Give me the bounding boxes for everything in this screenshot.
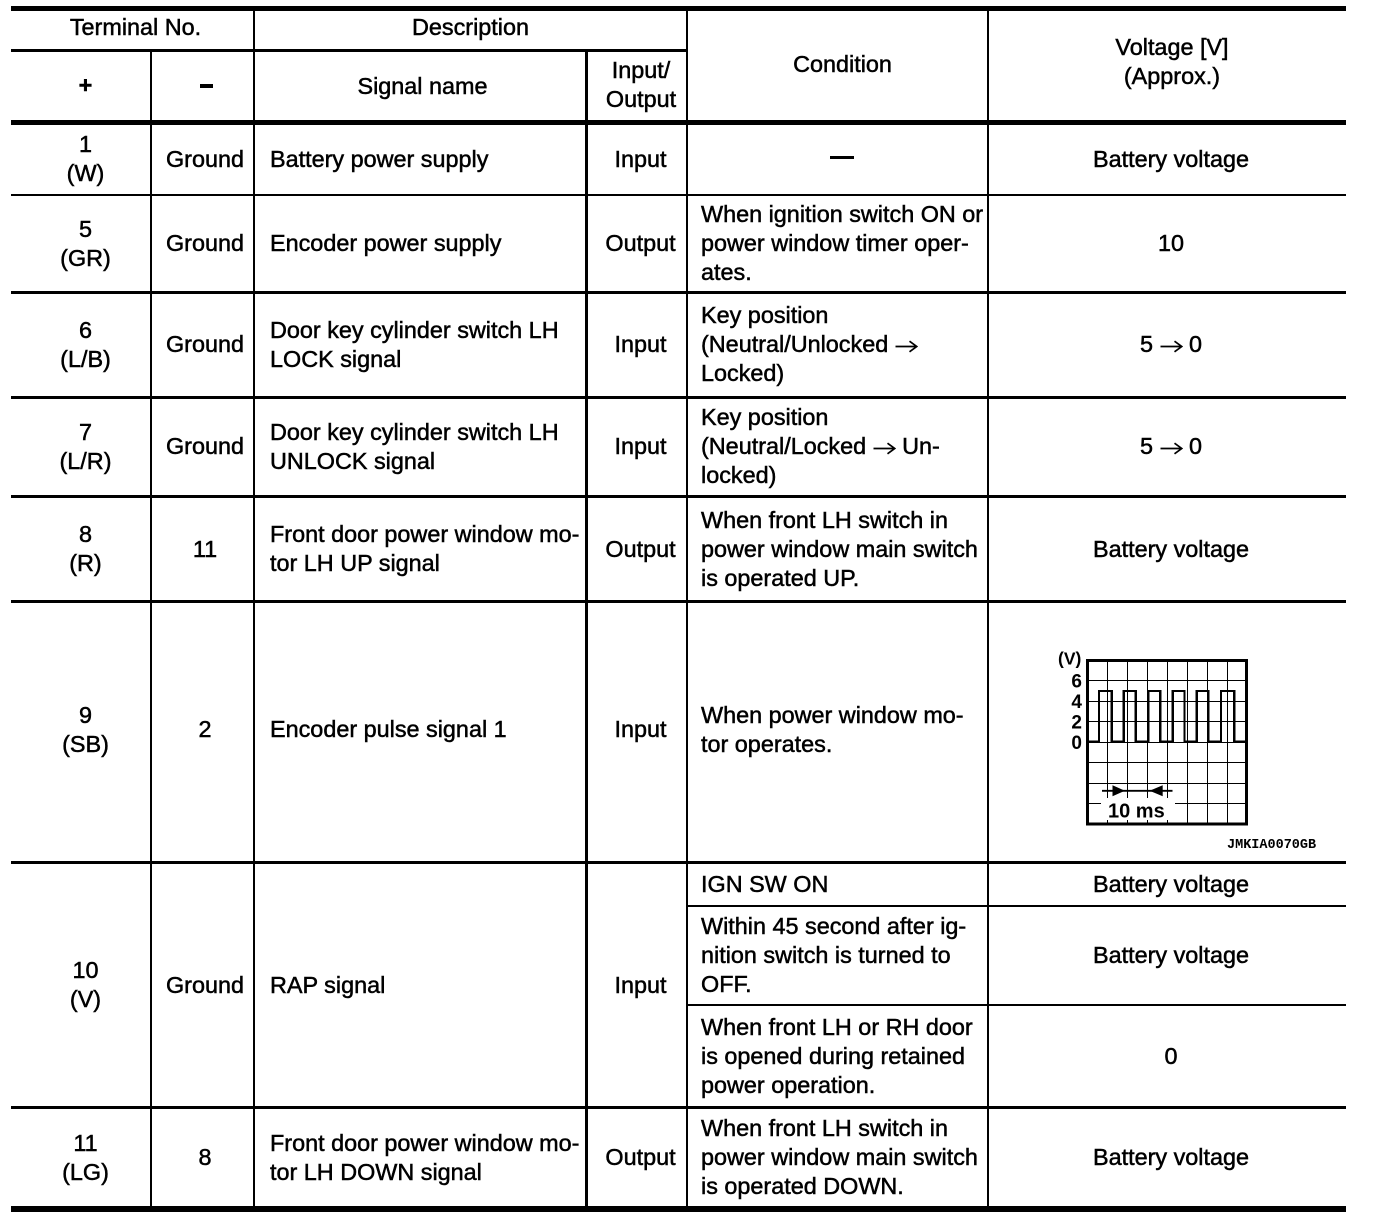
svg-text:10 ms: 10 ms: [1108, 801, 1165, 823]
svg-text:JMKIA0070GB: JMKIA0070GB: [1227, 838, 1316, 853]
svg-text:2: 2: [1071, 713, 1082, 734]
svg-text:(V): (V): [1058, 649, 1081, 669]
svg-text:4: 4: [1071, 692, 1082, 713]
svg-text:0: 0: [1071, 733, 1082, 754]
svg-text:6: 6: [1071, 672, 1082, 693]
